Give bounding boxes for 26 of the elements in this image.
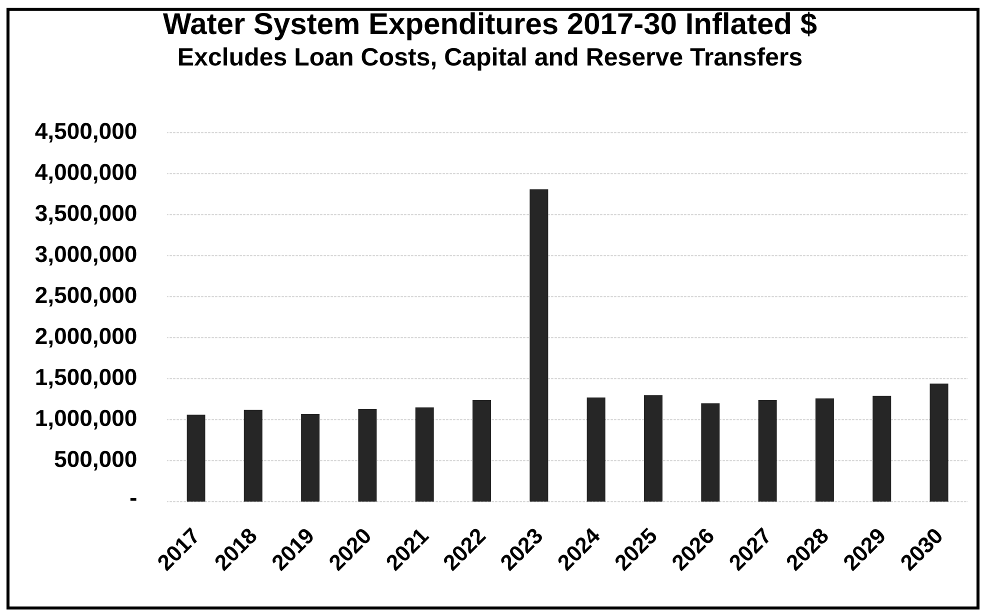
bar xyxy=(415,407,434,502)
y-tick-label: 1,500,000 xyxy=(36,368,136,389)
bar xyxy=(186,414,206,502)
bar xyxy=(930,384,948,502)
y-tick-label: 2,500,000 xyxy=(36,286,136,307)
y-tick-label: 500,000 xyxy=(54,450,136,471)
bar xyxy=(472,400,492,502)
bar xyxy=(758,400,777,502)
bar xyxy=(530,189,548,502)
bar xyxy=(644,395,662,502)
bar xyxy=(301,414,320,502)
bar xyxy=(701,403,720,502)
bar xyxy=(815,398,834,502)
y-tick-label: 4,000,000 xyxy=(35,164,136,184)
chart-title: Water System Expenditures 2017-30 Inflated $ xyxy=(162,12,817,40)
y-tick-label: 1,000,000 xyxy=(36,410,136,430)
y-tick-label: 3,500,000 xyxy=(35,204,136,225)
y-tick-label: 2,000,000 xyxy=(36,328,136,348)
y-tick-label: 3,000,000 xyxy=(35,246,136,266)
bar xyxy=(586,398,606,502)
bar xyxy=(358,409,377,502)
bar xyxy=(872,396,892,502)
chart-subtitle: Excludes Loan Costs, Capital and Reserve Transfers xyxy=(179,47,802,71)
bar xyxy=(244,410,262,502)
y-tick-label: - xyxy=(130,498,136,501)
y-tick-label: 4,500,000 xyxy=(35,122,136,143)
